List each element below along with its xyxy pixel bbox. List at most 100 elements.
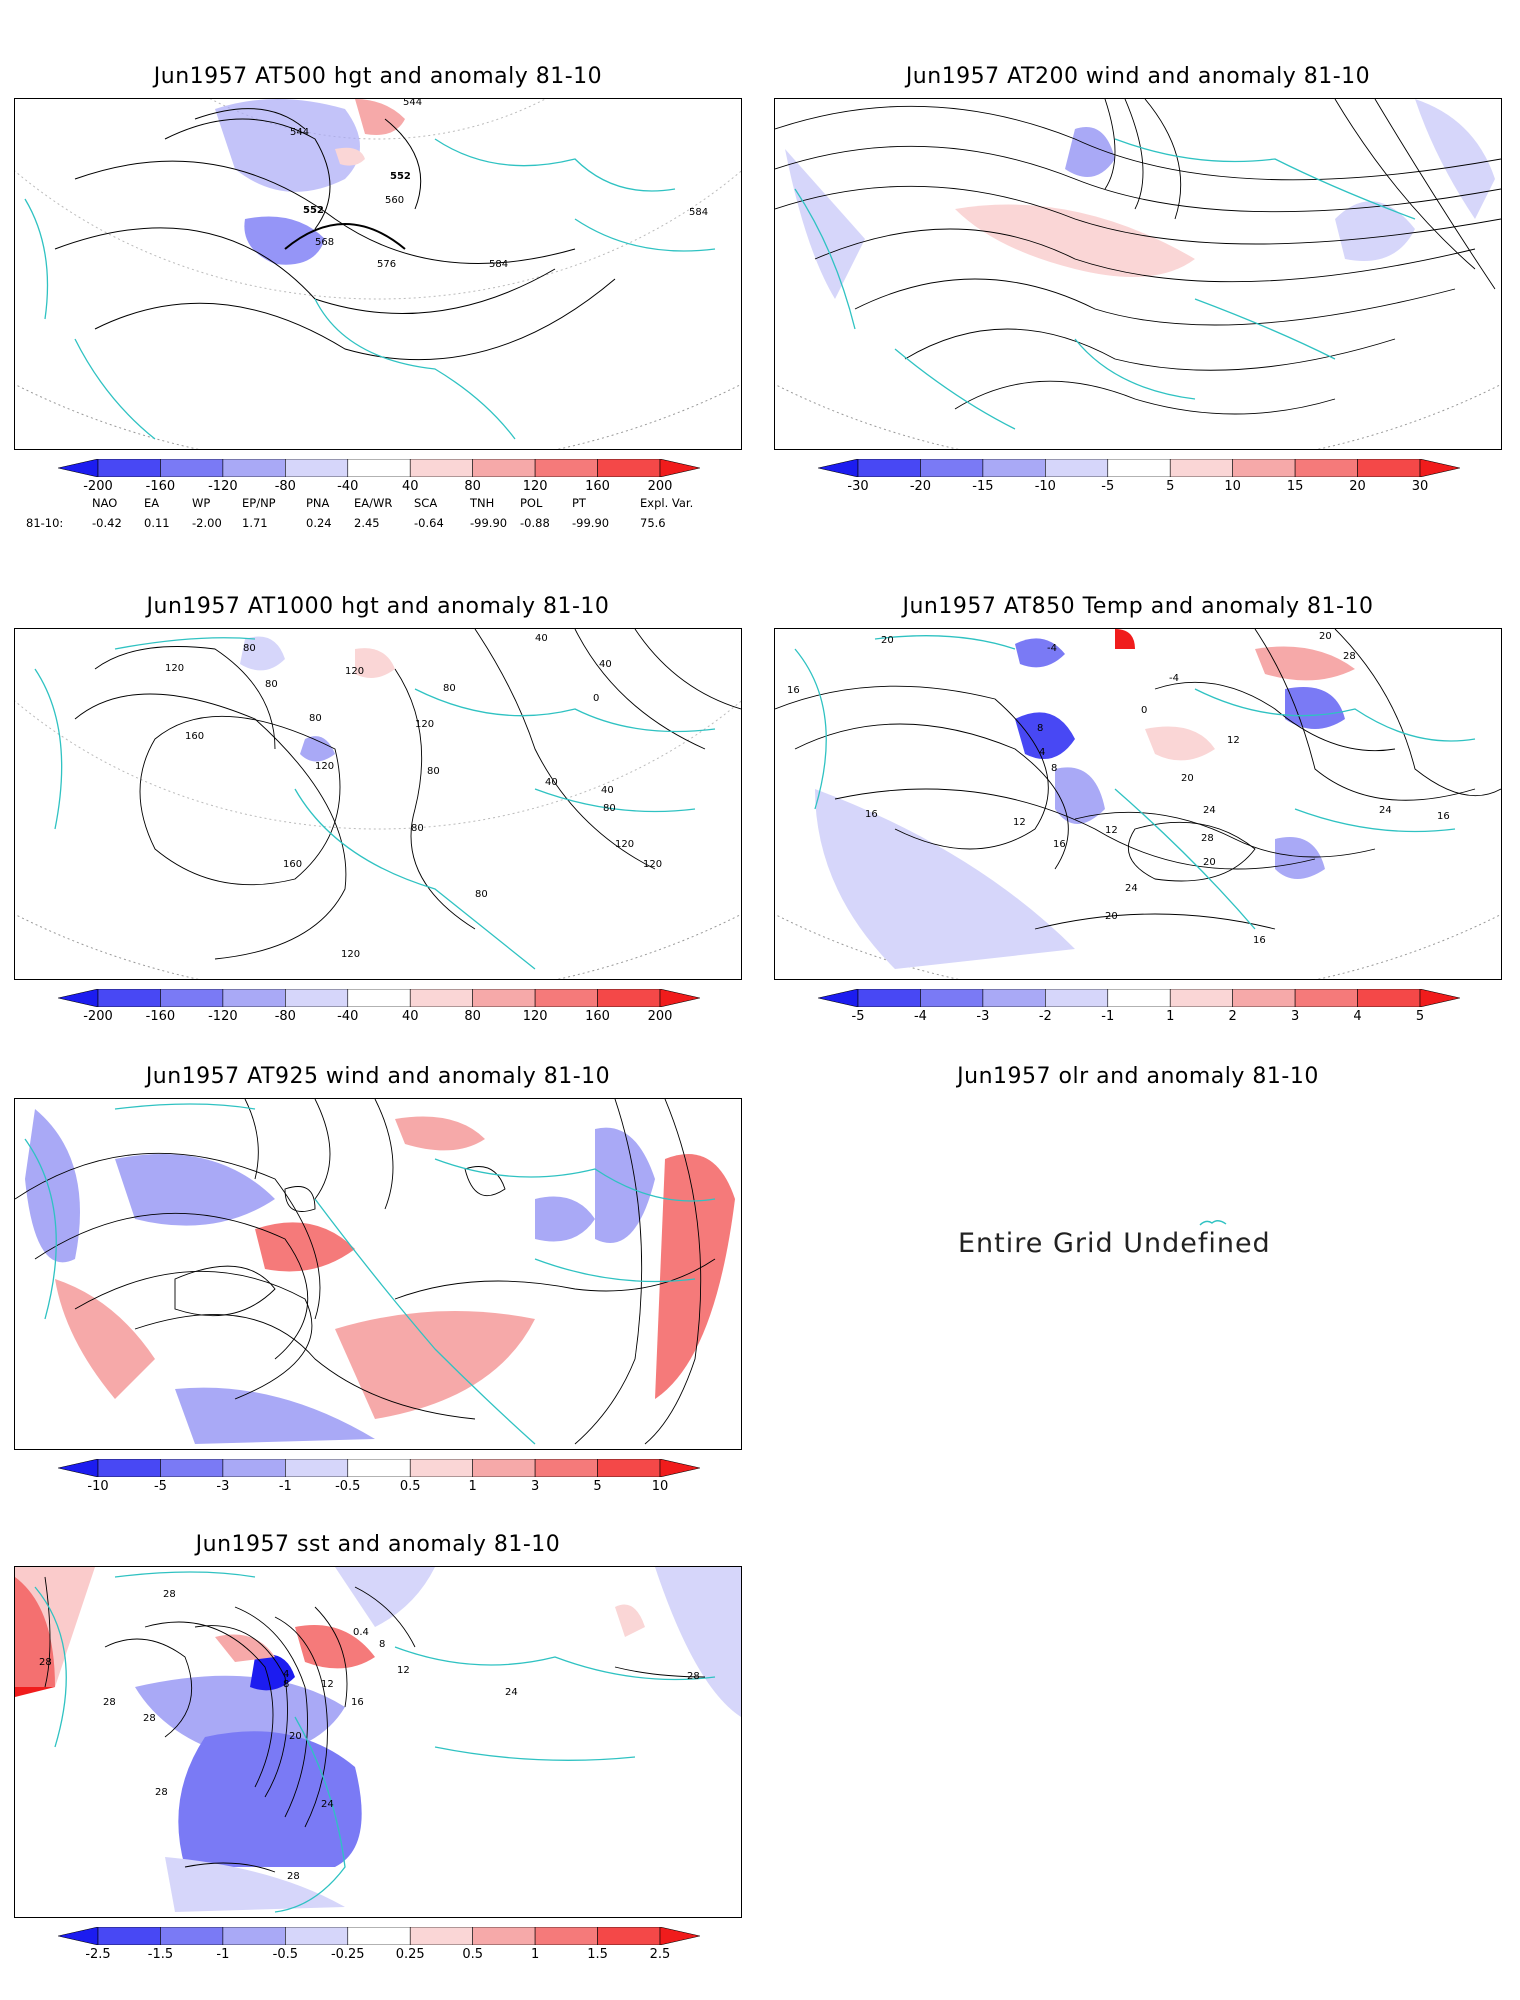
colorbar-at925 xyxy=(58,1459,700,1477)
colorbar-tick-label: 30 xyxy=(1411,479,1429,494)
colorbar-box xyxy=(534,1927,598,1945)
contour-label: 8 xyxy=(283,1679,289,1690)
contour-label: 120 xyxy=(165,663,184,674)
colorbar-tick-label: -3 xyxy=(976,1009,990,1024)
colorbar-tick-label: 80 xyxy=(464,1009,481,1024)
contour-label: 8 xyxy=(379,1639,385,1650)
colorbar-box xyxy=(160,459,224,477)
colorbar-box xyxy=(409,989,473,1007)
contour-label: -4 xyxy=(1047,643,1057,654)
index-value: 75.6 xyxy=(640,516,666,530)
contour-label: 28 xyxy=(39,1657,52,1668)
colorbar-at1000 xyxy=(58,989,700,1007)
colorbar-box xyxy=(160,989,224,1007)
index-header: EA xyxy=(144,496,160,510)
contour-label: 0.4 xyxy=(353,1627,369,1638)
contour-label: 120 xyxy=(341,949,360,960)
colorbar-arrow-high xyxy=(659,989,700,1007)
contour-label: 40 xyxy=(545,777,558,788)
colorbar-sst xyxy=(58,1927,700,1945)
colorbar-arrow-low xyxy=(58,1459,99,1477)
colorbar-tick-label: -20 xyxy=(909,479,932,494)
contour-label: 568 xyxy=(315,237,334,248)
colorbar-box xyxy=(597,989,661,1007)
contour-label: 560 xyxy=(385,195,404,206)
contour-label: 120 xyxy=(415,719,434,730)
colorbar-box xyxy=(1232,989,1296,1007)
contour-label: 120 xyxy=(315,761,334,772)
colorbar-tick-label: -2.5 xyxy=(85,1947,111,1962)
colorbar-arrow-low xyxy=(818,989,859,1007)
colorbar-box xyxy=(222,1459,286,1477)
contour-label: 160 xyxy=(283,859,302,870)
contour-label: 12 xyxy=(1013,817,1026,828)
colorbar-tick-label: -40 xyxy=(337,479,359,494)
colorbar-tick-label: 20 xyxy=(1349,479,1366,494)
index-header: EP/NP xyxy=(242,496,276,510)
colorbar-arrow-high xyxy=(659,1459,700,1477)
colorbar-tick-label: -120 xyxy=(208,1009,238,1024)
colorbar-box xyxy=(1045,459,1109,477)
colorbar-box xyxy=(472,1927,536,1945)
colorbar-tick-label: -15 xyxy=(972,479,994,494)
contour-label: 16 xyxy=(865,809,878,820)
colorbar-tick-label: 1 xyxy=(530,1947,540,1962)
colorbar-box xyxy=(857,989,921,1007)
colorbar-tick-label: -80 xyxy=(274,1009,296,1024)
panel-title-olr: Jun1957 olr and anomaly 81-10 xyxy=(957,1064,1319,1089)
colorbar-tick-label: 5 xyxy=(1166,479,1175,494)
contour-label: 80 xyxy=(265,679,278,690)
panel-title-at200: Jun1957 AT200 wind and anomaly 81-10 xyxy=(905,64,1371,89)
colorbar-tick-label: 120 xyxy=(522,479,548,494)
colorbar-box xyxy=(472,1459,536,1477)
contour-label: 20 xyxy=(881,635,894,646)
colorbar-box xyxy=(347,1927,411,1945)
contour-label: 20 xyxy=(289,1731,302,1742)
map-at1000: 120 80 80 120 40 40 0 160 80 120 120 80 … xyxy=(14,628,742,980)
colorbar-tick-label: -80 xyxy=(274,479,296,494)
colorbar-tick-label: -1 xyxy=(278,1479,292,1494)
contour-label: -4 xyxy=(1169,673,1179,684)
colorbar-tick-label: -5 xyxy=(851,1009,865,1024)
colorbar-box xyxy=(472,989,536,1007)
colorbar-box xyxy=(285,1459,349,1477)
colorbar-box xyxy=(285,989,349,1007)
colorbar-tick-label: -1 xyxy=(1101,1009,1115,1024)
colorbar-box xyxy=(597,459,661,477)
index-header: PT xyxy=(572,496,586,510)
contour-label: 20 xyxy=(1105,911,1118,922)
colorbar-arrow-low xyxy=(58,989,99,1007)
colorbar-tick-label: 0.25 xyxy=(395,1947,425,1962)
map-at850: 20 -4 -4 0 20 28 16 8 4 8 12 12 20 24 28… xyxy=(774,628,1502,980)
contour-label: 552 xyxy=(303,205,324,216)
colorbar-tick-label: 160 xyxy=(585,479,610,494)
index-value: -0.42 xyxy=(92,516,122,530)
colorbar-box xyxy=(285,459,349,477)
index-value: 0.24 xyxy=(306,516,332,530)
contour-label: 0 xyxy=(593,693,599,704)
panel-title-at850: Jun1957 AT850 Temp and anomaly 81-10 xyxy=(902,594,1374,619)
colorbar-tick-label: 15 xyxy=(1286,479,1304,494)
map-at500-svg: 544 544 552 552 560 568 576 584 584 xyxy=(15,99,741,449)
colorbar-tick-label: 0.5 xyxy=(399,1479,421,1494)
panel-title-sst: Jun1957 sst and anomaly 81-10 xyxy=(195,1532,561,1557)
colorbar-box xyxy=(472,459,536,477)
contour-label: 16 xyxy=(1253,935,1266,946)
colorbar-tick-label: -120 xyxy=(208,479,238,494)
colorbar-box xyxy=(409,459,473,477)
map-sst: 28 28 28 28 4 8 12 16 20 24 28 0.4 8 12 … xyxy=(14,1566,742,1918)
contour-label: 4 xyxy=(1039,747,1045,758)
colorbar-tick-label: -5 xyxy=(1101,479,1115,494)
colorbar-box xyxy=(222,1927,286,1945)
colorbar-tick-label: 1 xyxy=(1166,1009,1175,1024)
index-header: NAO xyxy=(92,496,118,510)
colorbar-tick-label: -1 xyxy=(216,1947,230,1962)
colorbar-tick-label: -4 xyxy=(913,1009,927,1024)
index-header: EA/WR xyxy=(354,496,393,510)
colorbar-tick-label: -5 xyxy=(153,1479,167,1494)
colorbar-tick-label: 160 xyxy=(585,1009,610,1024)
contour-label: 120 xyxy=(615,839,634,850)
contour-label: 24 xyxy=(1203,805,1216,816)
colorbar-at500-labels: -200 -160 -120 -80 -40 40 80 120 160 200 xyxy=(58,479,700,497)
colorbar-tick-label: -0.25 xyxy=(330,1947,365,1962)
